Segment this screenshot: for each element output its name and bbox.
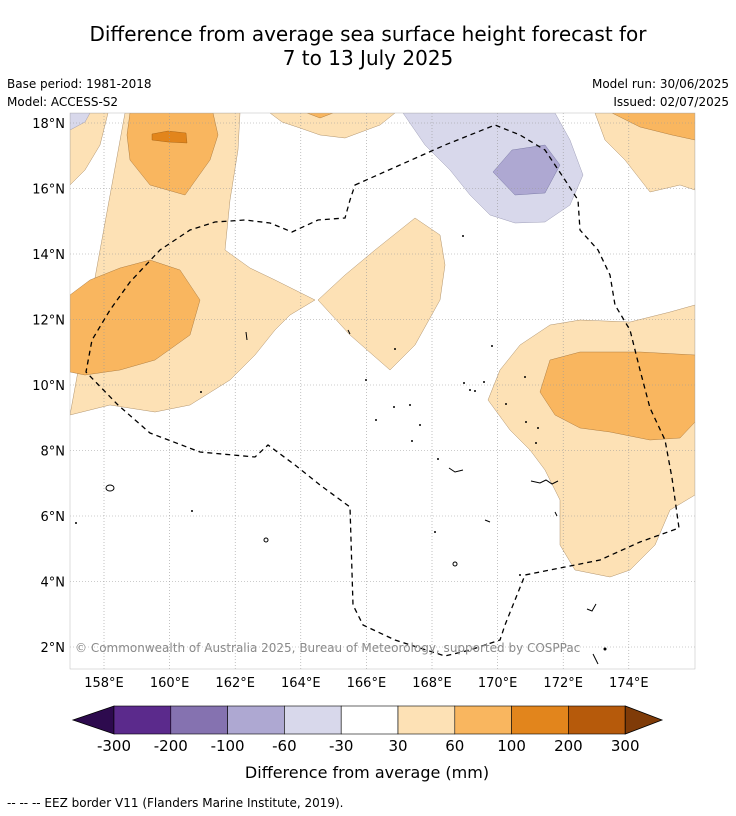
- lat-labels: 18°N 16°N 14°N 12°N 10°N 8°N 6°N 4°N 2°N: [32, 117, 65, 656]
- lon-tick-label: 160°E: [150, 676, 190, 691]
- lon-labels: 158°E 160°E 162°E 164°E 166°E 168°E 170°E 172°E…: [84, 676, 648, 691]
- lat-tick-label: 10°N: [32, 379, 65, 394]
- eez-source-note: -- -- -- EEZ border V11 (Flanders Marine…: [7, 796, 344, 810]
- lat-tick-label: 12°N: [32, 314, 65, 329]
- colorbar-bin: [454, 705, 512, 735]
- eez-border: [85, 124, 680, 657]
- contour-neg-60-100: [492, 144, 561, 196]
- colorbar-tick-label: 30: [388, 737, 407, 755]
- lat-tick-label: 2°N: [41, 641, 66, 656]
- colorbar-bin: [227, 705, 285, 735]
- colorbar-bin: [397, 705, 456, 735]
- model-name: Model: ACCESS-S2: [7, 95, 119, 109]
- lat-tick-label: 6°N: [41, 510, 66, 525]
- colorbar-tick-label: -60: [272, 737, 297, 755]
- lat-tick-label: 16°N: [32, 183, 65, 198]
- islands: [105, 329, 599, 665]
- colorbar-tick-label: 300: [611, 737, 640, 755]
- lon-tick-label: 166°E: [347, 676, 387, 691]
- lon-tick-label: 162°E: [215, 676, 255, 691]
- island-dots: [75, 235, 607, 651]
- colorbar-extend-min: [71, 705, 115, 735]
- gridlines: [70, 113, 695, 669]
- lon-tick-label: 168°E: [412, 676, 452, 691]
- meta-left: Base period: 1981-2018 Model: ACCESS-S2: [7, 75, 152, 111]
- issued-date: Issued: 02/07/2025: [613, 95, 729, 109]
- colorbar-tick-label: -300: [97, 737, 131, 755]
- colorbar-tick-label: 100: [497, 737, 526, 755]
- lat-tick-label: 14°N: [32, 248, 65, 263]
- colorbar-label: Difference from average (mm): [245, 763, 489, 782]
- colorbar: -300 -200 -100 -60 -30 30 60 100 200 300: [71, 705, 664, 755]
- contour-neg-30-60: [402, 113, 584, 224]
- title-line-1: Difference from average sea surface heig…: [89, 22, 647, 46]
- title-line-2: 7 to 13 July 2025: [282, 46, 454, 70]
- lat-tick-label: 18°N: [32, 117, 65, 132]
- colorbar-bin: [340, 705, 399, 735]
- lat-tick-label: 8°N: [41, 445, 66, 460]
- copyright-notice: © Commonwealth of Australia 2025, Bureau…: [75, 641, 581, 655]
- colorbar-bin: [113, 705, 172, 735]
- contour-60-100: [70, 113, 695, 441]
- lat-tick-label: 4°N: [41, 576, 66, 591]
- colorbar-tick-label: -200: [154, 737, 188, 755]
- model-run: Model run: 30/06/2025: [591, 77, 729, 91]
- colorbar-tick-label: -30: [329, 737, 354, 755]
- lon-tick-label: 174°E: [609, 676, 649, 691]
- lon-tick-label: 172°E: [543, 676, 583, 691]
- colorbar-bin: [170, 705, 228, 735]
- colorbar-bin: [511, 705, 569, 735]
- colorbar-bin: [568, 705, 626, 735]
- chart-title: Difference from average sea surface heig…: [0, 22, 736, 70]
- colorbar-bin: [284, 705, 342, 735]
- lon-tick-label: 170°E: [478, 676, 518, 691]
- colorbar-tick-label: 60: [445, 737, 464, 755]
- meta-right: Model run: 30/06/2025 Issued: 02/07/2025: [592, 75, 729, 111]
- colorbar-tick-label: -100: [211, 737, 245, 755]
- lon-tick-label: 164°E: [281, 676, 321, 691]
- colorbar-extend-max: [624, 705, 664, 735]
- base-period: Base period: 1981-2018: [7, 77, 152, 91]
- contour-neg-top-left: [70, 113, 91, 131]
- map-area: [70, 113, 695, 578]
- colorbar-tick-label: 200: [554, 737, 583, 755]
- map-frame: [69, 112, 696, 670]
- lon-tick-label: 158°E: [84, 676, 124, 691]
